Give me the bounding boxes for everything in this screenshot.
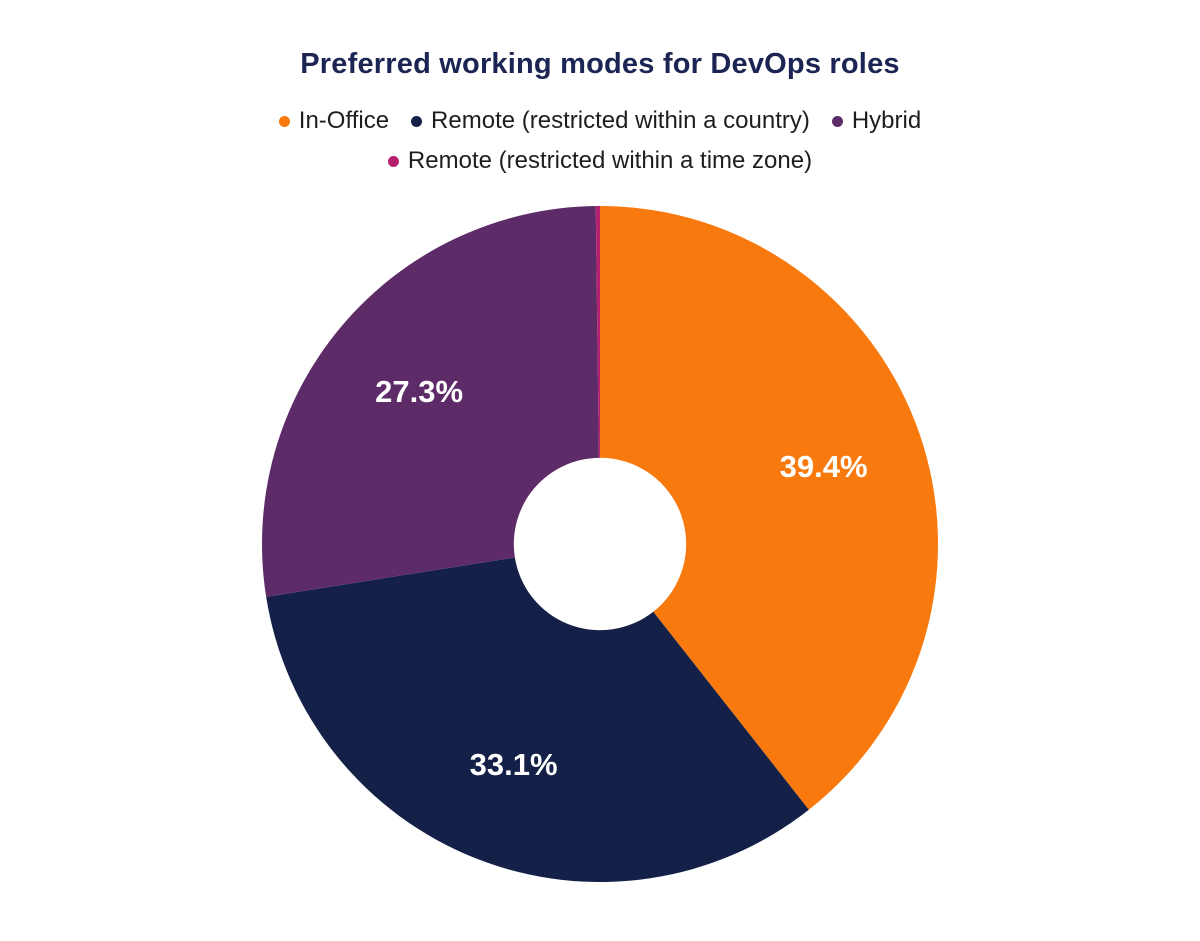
legend-item-hybrid[interactable]: Hybrid [831, 105, 922, 137]
donut-chart: 39.4% 33.1% 27.3% [261, 205, 939, 882]
legend-label: Remote (restricted within a country) [431, 107, 810, 134]
chart-title: Preferred working modes for DevOps roles [300, 48, 900, 80]
legend-marker-icon [278, 115, 290, 127]
pie-slice-hybrid[interactable] [261, 205, 599, 597]
pie-slice-remote-restricted-within-a-country[interactable] [266, 557, 809, 882]
legend-marker-icon [411, 115, 423, 127]
legend-label: Hybrid [851, 107, 922, 134]
legend-item-remote-restricted-within-a-time-zone[interactable]: Remote (restricted within a time zone) [387, 145, 813, 177]
slice-label-remote-restricted-within-a-country: 33.1% [470, 747, 558, 782]
pie-slice-in-office[interactable] [600, 205, 939, 810]
legend-label: In-Office [298, 107, 390, 134]
pie-slice-remote-restricted-within-a-time-zone[interactable] [595, 205, 600, 458]
legend-marker-icon [387, 156, 399, 168]
legend-label: Remote (restricted within a time zone) [407, 147, 813, 175]
legend-marker-icon [831, 115, 843, 127]
legend-item-remote-restricted-within-a-country[interactable]: Remote (restricted within a country) [411, 105, 810, 137]
slice-label-in-office: 39.4% [780, 449, 868, 484]
chart-legend: In-Office Remote (restricted within a cou… [170, 105, 1030, 178]
legend-item-in-office[interactable]: In-Office [278, 105, 390, 137]
slice-label-hybrid: 27.3% [375, 374, 463, 409]
